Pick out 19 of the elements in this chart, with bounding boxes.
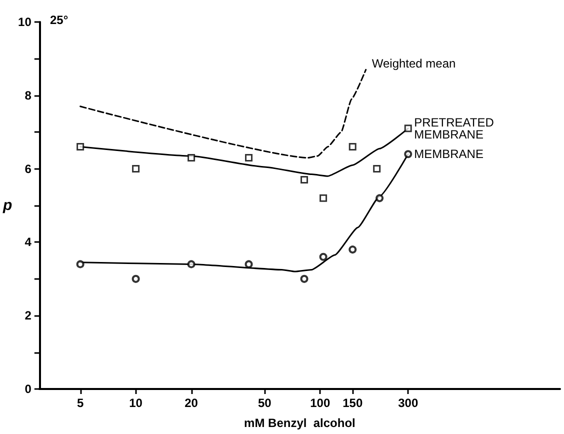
series-label: MEMBRANE [414,147,484,162]
series-label: PRETREATED MEMBRANE [414,115,494,142]
series-label: Weighted mean [372,56,456,71]
x-axis-title: mM Benzyl alcohol [244,416,356,430]
y-tick-label: 4 [24,235,32,250]
x-tick-label: 5 [76,396,84,410]
x-tick-label: 20 [184,396,198,410]
y-axis-title: p [2,197,12,214]
y-tick-label: 6 [24,162,32,176]
x-tick-label: 300 [398,396,418,410]
x-tick-label: 100 [310,396,330,410]
x-tick-label: 150 [342,396,363,410]
y-tick-label: 0 [24,382,32,396]
y-tick-label: 2 [24,308,32,323]
annotation: 25° [50,13,68,27]
y-tick-label: 8 [24,88,32,102]
x-tick-label: 10 [129,396,143,410]
x-tick-label: 50 [258,396,272,410]
y-tick-label: 10 [18,15,32,29]
